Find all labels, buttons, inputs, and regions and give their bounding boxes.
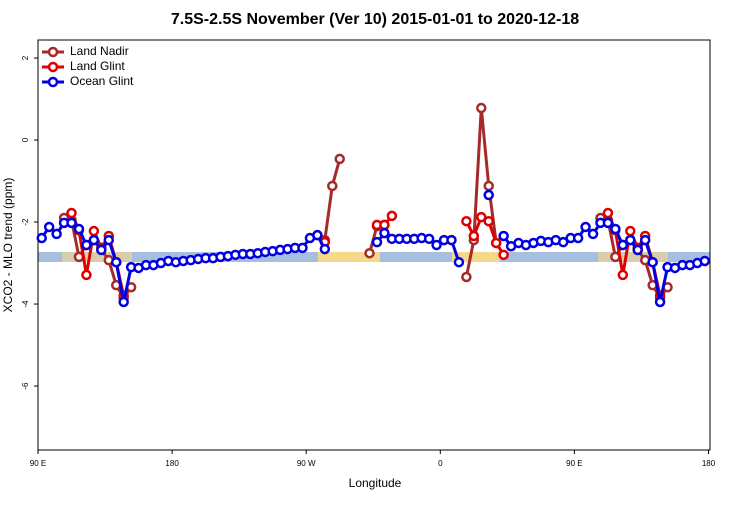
data-point bbox=[81, 269, 92, 281]
data-point bbox=[73, 223, 85, 235]
data-point bbox=[364, 247, 375, 259]
data-point bbox=[602, 217, 614, 229]
legend-marker bbox=[47, 61, 59, 73]
data-point bbox=[483, 189, 494, 201]
y-tick-label: -2 bbox=[21, 218, 30, 226]
data-point bbox=[103, 234, 115, 246]
legend-label: Ocean Glint bbox=[70, 74, 134, 88]
data-point bbox=[371, 236, 383, 248]
data-point bbox=[639, 234, 651, 246]
data-point bbox=[580, 221, 591, 233]
data-point bbox=[587, 228, 599, 240]
x-tick-label: 90 E bbox=[566, 459, 582, 468]
data-point bbox=[617, 269, 629, 281]
data-point bbox=[498, 249, 509, 261]
x-axis-label: Longitude bbox=[349, 476, 402, 490]
data-point bbox=[699, 255, 711, 267]
plot-frame bbox=[37, 39, 711, 451]
series-line bbox=[323, 158, 342, 241]
x-tick-label: 0 bbox=[438, 459, 443, 468]
data-point bbox=[446, 234, 457, 246]
data-point bbox=[334, 153, 345, 165]
x-tick-label: 90 W bbox=[297, 459, 316, 468]
legend-marker bbox=[47, 76, 59, 88]
data-point bbox=[312, 229, 323, 241]
data-point bbox=[379, 219, 390, 231]
legend-marker bbox=[47, 46, 59, 58]
data-point bbox=[557, 236, 569, 248]
data-point bbox=[43, 221, 55, 233]
series bbox=[58, 102, 673, 304]
data-point bbox=[490, 237, 502, 249]
data-point bbox=[483, 180, 494, 192]
data-point bbox=[483, 215, 494, 227]
data-point bbox=[327, 180, 338, 192]
data-point bbox=[461, 215, 472, 227]
data-point bbox=[297, 242, 308, 254]
data-point bbox=[632, 244, 643, 256]
data-point bbox=[625, 234, 636, 246]
data-point bbox=[81, 239, 92, 251]
data-point bbox=[423, 233, 435, 245]
legend-item: Ocean Glint bbox=[42, 74, 134, 88]
x-tick-label: 180 bbox=[165, 459, 179, 468]
data-point bbox=[498, 230, 509, 242]
x-tick-label: 90 E bbox=[30, 459, 46, 468]
land-strip bbox=[62, 252, 132, 262]
data-point bbox=[110, 256, 122, 268]
data-point bbox=[88, 225, 100, 237]
data-point bbox=[647, 256, 658, 268]
legend-item: Land Glint bbox=[42, 59, 125, 73]
data-point bbox=[468, 230, 480, 242]
y-tick-label: -4 bbox=[21, 300, 30, 308]
y-tick-label: 0 bbox=[21, 137, 30, 142]
data-point bbox=[66, 217, 77, 229]
y-tick-label: -6 bbox=[21, 382, 30, 390]
data-point bbox=[617, 239, 629, 251]
data-point bbox=[319, 243, 331, 255]
data-point bbox=[453, 256, 465, 268]
land-strip bbox=[318, 252, 380, 262]
legend-label: Land Nadir bbox=[70, 44, 129, 58]
data-point bbox=[602, 207, 614, 219]
map-strip bbox=[38, 252, 710, 262]
data-point bbox=[654, 296, 666, 308]
data-point bbox=[36, 232, 47, 244]
x-tick-label: 180 bbox=[702, 459, 716, 468]
data-point bbox=[461, 271, 472, 283]
data-point bbox=[379, 227, 390, 239]
legend-item: Land Nadir bbox=[42, 44, 129, 58]
data-point bbox=[572, 232, 584, 244]
data-point bbox=[66, 207, 77, 219]
data-point bbox=[625, 225, 636, 237]
data-point bbox=[88, 234, 100, 246]
data-point bbox=[51, 228, 62, 240]
data-point bbox=[118, 296, 129, 308]
data-point bbox=[476, 211, 487, 223]
land-strip bbox=[452, 252, 500, 262]
series-line bbox=[502, 221, 706, 303]
data-point bbox=[386, 210, 398, 222]
y-tick-label: 2 bbox=[21, 55, 30, 60]
chart-title: 7.5S-2.5S November (Ver 10) 2015-01-01 t… bbox=[171, 11, 579, 28]
data-point bbox=[610, 223, 621, 235]
legend-label: Land Glint bbox=[70, 59, 125, 73]
series bbox=[36, 189, 711, 308]
data-point bbox=[96, 244, 107, 256]
data-point bbox=[431, 239, 442, 251]
data-point bbox=[476, 102, 487, 114]
land-strip bbox=[598, 252, 668, 262]
y-axis-label: XCO2 - MLO trend (ppm) bbox=[1, 178, 15, 313]
